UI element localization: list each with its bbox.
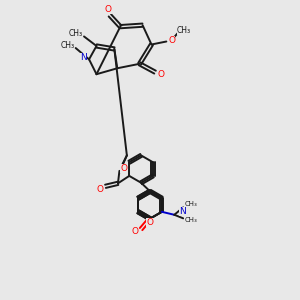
Text: O: O — [105, 5, 112, 14]
Text: CH₃: CH₃ — [184, 200, 197, 206]
Text: CH₃: CH₃ — [184, 217, 197, 223]
Text: O: O — [131, 227, 138, 236]
Text: N: N — [179, 207, 186, 216]
Text: O: O — [158, 70, 164, 79]
Text: O: O — [168, 35, 175, 44]
Text: CH₃: CH₃ — [177, 26, 191, 35]
Text: CH₃: CH₃ — [69, 29, 83, 38]
Text: N: N — [80, 53, 87, 62]
Text: O: O — [97, 185, 104, 194]
Text: CH₃: CH₃ — [60, 40, 74, 50]
Text: O: O — [146, 218, 154, 227]
Text: O: O — [120, 164, 127, 173]
